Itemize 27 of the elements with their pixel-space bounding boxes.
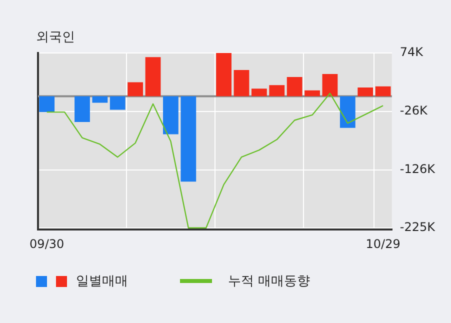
- bar: [234, 70, 250, 96]
- bar: [286, 76, 302, 96]
- bar: [128, 82, 144, 96]
- bar: [180, 96, 196, 182]
- y-tick-label: -126K: [400, 162, 436, 176]
- bar: [358, 88, 374, 96]
- legend-label: 누적 매매동향: [228, 273, 310, 290]
- y-tick-label: -26K: [400, 104, 428, 118]
- x-tick-label: 09/30: [30, 236, 64, 251]
- bar: [163, 96, 178, 134]
- bar: [92, 96, 108, 103]
- bar: [145, 57, 161, 96]
- x-tick-label: 10/29: [366, 236, 400, 251]
- bar: [216, 53, 232, 96]
- y-tick-label: -225K: [400, 220, 436, 234]
- bar: [375, 86, 391, 96]
- bar: [74, 96, 90, 122]
- bar: [304, 90, 320, 96]
- bar: [110, 96, 126, 110]
- bar: [340, 96, 356, 128]
- bar: [39, 96, 55, 112]
- legend-label: 일별매매: [76, 273, 128, 290]
- bar: [269, 85, 285, 96]
- bar: [251, 88, 267, 96]
- y-tick-label: 74K: [400, 45, 424, 60]
- bar: [322, 74, 338, 96]
- chart-title: 외국인: [36, 29, 75, 46]
